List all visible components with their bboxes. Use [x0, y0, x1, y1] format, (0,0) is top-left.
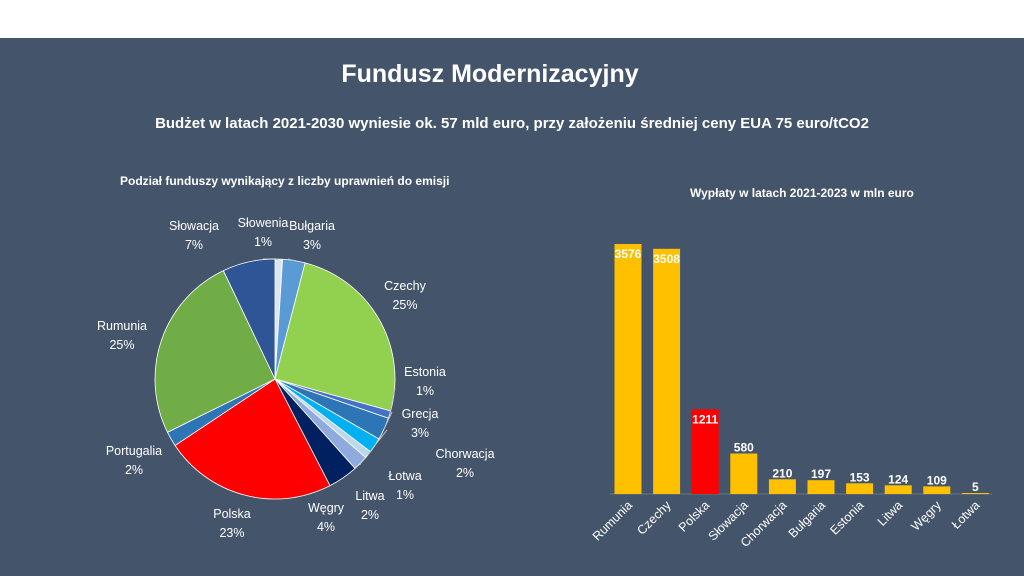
bar-category-bulgaria: Bułgaria	[786, 498, 828, 540]
bar-category-lotwa: Łotwa	[949, 498, 983, 532]
bar-chart-title: Wypłaty w latach 2021-2023 w mln euro	[690, 186, 914, 200]
pie-label-estonia: Estonia	[404, 365, 446, 379]
bar-estonia	[846, 483, 874, 494]
pie-slice-rumunia	[154, 270, 276, 433]
pie-label-litwa: Litwa	[355, 489, 384, 503]
bar-value-lotwa: 5	[972, 480, 979, 494]
bar-value-polska: 1211	[692, 412, 718, 426]
bar-czechy	[653, 248, 681, 494]
pie-leader-line-estonia	[389, 387, 396, 415]
pie-value-czechy: 25%	[392, 298, 417, 312]
pie-value-bulgaria: 3%	[303, 238, 321, 252]
pie-value-grecja: 3%	[411, 426, 429, 440]
pie-value-estonia: 1%	[416, 384, 434, 398]
pie-value-portugalia: 2%	[125, 463, 143, 477]
bar-chart: 3576Rumunia3508Czechy1211Polska580Słowac…	[590, 244, 992, 550]
pie-value-slowacja: 7%	[185, 238, 203, 252]
pie-value-slowenia: 1%	[254, 235, 272, 249]
bar-category-estonia: Estonia	[827, 498, 866, 537]
pie-value-litwa: 2%	[361, 508, 379, 522]
bar-chorwacja	[768, 479, 796, 494]
pie-value-chorwacja: 2%	[456, 466, 474, 480]
page-subtitle: Budżet w latach 2021-2030 wyniesie ok. 5…	[155, 115, 869, 132]
pie-value-wegry: 4%	[317, 520, 335, 534]
bar-value-wegry: 109	[927, 473, 947, 487]
bar-slowacja	[730, 453, 758, 494]
bar-category-litwa: Litwa	[875, 498, 906, 529]
bar-polska	[691, 409, 719, 494]
pie-label-lotwa: Łotwa	[388, 469, 421, 483]
bar-rumunia	[614, 244, 642, 494]
pie-value-rumunia: 25%	[109, 338, 134, 352]
bar-value-litwa: 124	[888, 472, 908, 486]
bar-value-czechy: 3508	[653, 252, 680, 266]
bar-value-bulgaria: 197	[811, 467, 831, 481]
bar-value-chorwacja: 210	[772, 466, 792, 480]
pie-label-rumunia: Rumunia	[97, 319, 147, 333]
pie-leader-line-grecja	[383, 411, 393, 430]
bar-category-czechy: Czechy	[634, 498, 674, 538]
pie-label-polska: Polska	[213, 507, 251, 521]
pie-label-slowenia: Słowenia	[238, 216, 289, 230]
pie-leader-line-bulgaria	[287, 258, 295, 261]
bar-bulgaria	[807, 480, 835, 494]
pie-value-polska: 23%	[219, 526, 244, 540]
pie-value-lotwa: 1%	[396, 488, 414, 502]
bar-value-slowacja: 580	[734, 441, 754, 455]
pie-label-portugalia: Portugalia	[106, 444, 162, 458]
pie-slice-slowacja	[222, 258, 276, 380]
pie-chart-title: Podział funduszy wynikający z liczby upr…	[120, 174, 450, 188]
pie-label-grecja: Grecja	[402, 407, 439, 421]
bar-category-rumunia: Rumunia	[590, 498, 635, 543]
page-title: Fundusz Modernizacyjny	[341, 60, 639, 88]
bar-category-wegry: Węgry	[908, 498, 944, 534]
pie-label-bulgaria: Bułgaria	[289, 219, 335, 233]
pie-label-slowacja: Słowacja	[169, 219, 219, 233]
bar-litwa	[884, 485, 912, 494]
bar-value-estonia: 153	[850, 470, 870, 484]
bar-value-rumunia: 3576	[615, 247, 642, 261]
bar-wegry	[923, 486, 951, 494]
bar-category-polska: Polska	[676, 498, 712, 534]
bar-lotwa	[961, 493, 989, 494]
pie-leader-line-lotwa	[367, 450, 372, 456]
pie-slice-polska	[174, 378, 331, 500]
pie-label-chorwacja: Chorwacja	[435, 447, 494, 461]
pie-leader-line-chorwacja	[374, 429, 388, 446]
pie-label-czechy: Czechy	[384, 279, 426, 293]
pie-leader-line-litwa	[359, 463, 361, 466]
pie-label-wegry: Węgry	[308, 501, 345, 515]
pie-chart: Słowenia 1% Bułgaria 3% Czechy 25% Estonia 1% Gr…	[97, 216, 495, 540]
